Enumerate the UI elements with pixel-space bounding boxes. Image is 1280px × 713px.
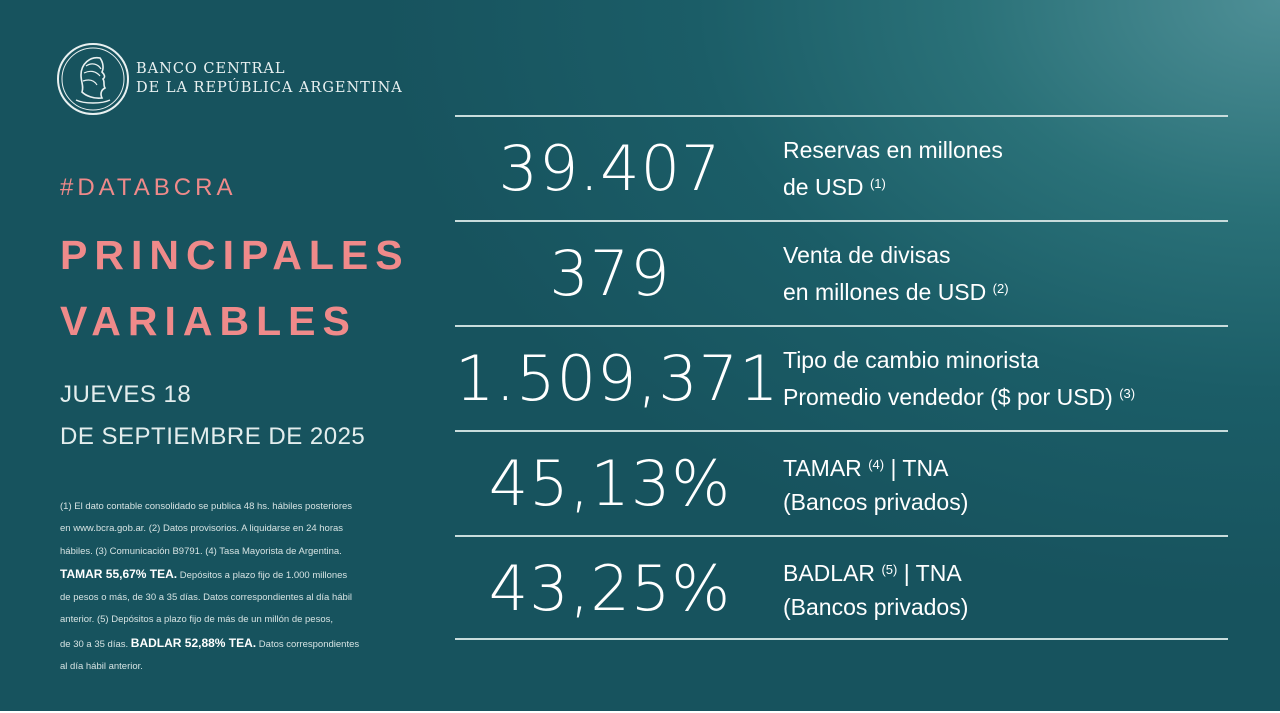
footnote-line: anterior. (5) Depósitos a plazo fijo de … — [60, 614, 334, 626]
indicator-value: 39.407 — [498, 132, 722, 205]
date-line-1: JUEVES 18 — [60, 381, 192, 408]
indicator-value: 43,25% — [488, 552, 732, 625]
indicator-exchange-rate: 1.509,371 Tipo de cambio minorista Prome… — [455, 325, 1228, 430]
indicator-label: Venta de divisas en millones de USD (2) — [783, 242, 1009, 305]
title-line-2: VARIABLES — [60, 298, 357, 344]
bcra-logo: BANCO CENTRAL DE LA REPÚBLICA ARGENTINA — [56, 42, 403, 116]
indicator-label: TAMAR (4) | TNA (Bancos privados) — [783, 455, 969, 515]
footnote-line: en www.bcra.gob.ar. (2) Datos provisorio… — [60, 523, 344, 535]
indicator-badlar: 43,25% BADLAR (5) | TNA (Bancos privados… — [455, 535, 1228, 640]
republic-seal-icon — [57, 43, 129, 115]
indicator-value: 379 — [549, 237, 671, 310]
footnotes: (1) El dato contable consolidado se publ… — [60, 496, 440, 678]
footnote-line: al día hábil anterior. — [60, 661, 143, 673]
report-date: JUEVES 18 DE SEPTIEMBRE DE 2025 — [60, 374, 365, 458]
indicator-label: BADLAR (5) | TNA (Bancos privados) — [783, 560, 969, 620]
page-title: PRINCIPALES VARIABLES — [60, 222, 410, 354]
title-line-1: PRINCIPALES — [60, 232, 410, 278]
indicator-value: 45,13% — [488, 447, 732, 520]
indicator-label: Tipo de cambio minorista Promedio vended… — [783, 347, 1136, 410]
badlar-tea: BADLAR 52,88% TEA. — [130, 635, 257, 650]
hashtag: #DATABCRA — [60, 174, 237, 201]
footnote-line: TAMAR 55,67% TEA. Depósitos a plazo fijo… — [60, 566, 348, 581]
indicator-label: Reservas en millones de USD (1) — [783, 137, 1003, 200]
indicator-fx-sales: 379 Venta de divisas en millones de USD … — [455, 220, 1228, 325]
tamar-tea: TAMAR 55,67% TEA. — [60, 566, 178, 581]
indicator-reserves: 39.407 Reservas en millones de USD (1) — [455, 115, 1228, 220]
indicators-list: 39.407 Reservas en millones de USD (1) 3… — [455, 115, 1228, 640]
logo-line-1: BANCO CENTRAL — [136, 61, 286, 77]
indicator-tamar: 45,13% TAMAR (4) | TNA (Bancos privados) — [455, 430, 1228, 535]
footnote-line: (1) El dato contable consolidado se publ… — [60, 501, 353, 512]
footnote-line: de 30 a 35 días. BADLAR 52,88% TEA. Dato… — [60, 635, 360, 650]
logo-line-2: DE LA REPÚBLICA ARGENTINA — [136, 80, 403, 96]
footnote-line: hábiles. (3) Comunicación B9791. (4) Tas… — [60, 545, 342, 557]
indicator-value: 1.509,371 — [455, 342, 780, 415]
footnote-line: de pesos o más, de 30 a 35 días. Datos c… — [60, 592, 353, 604]
date-line-2: DE SEPTIEMBRE DE 2025 — [60, 423, 366, 450]
